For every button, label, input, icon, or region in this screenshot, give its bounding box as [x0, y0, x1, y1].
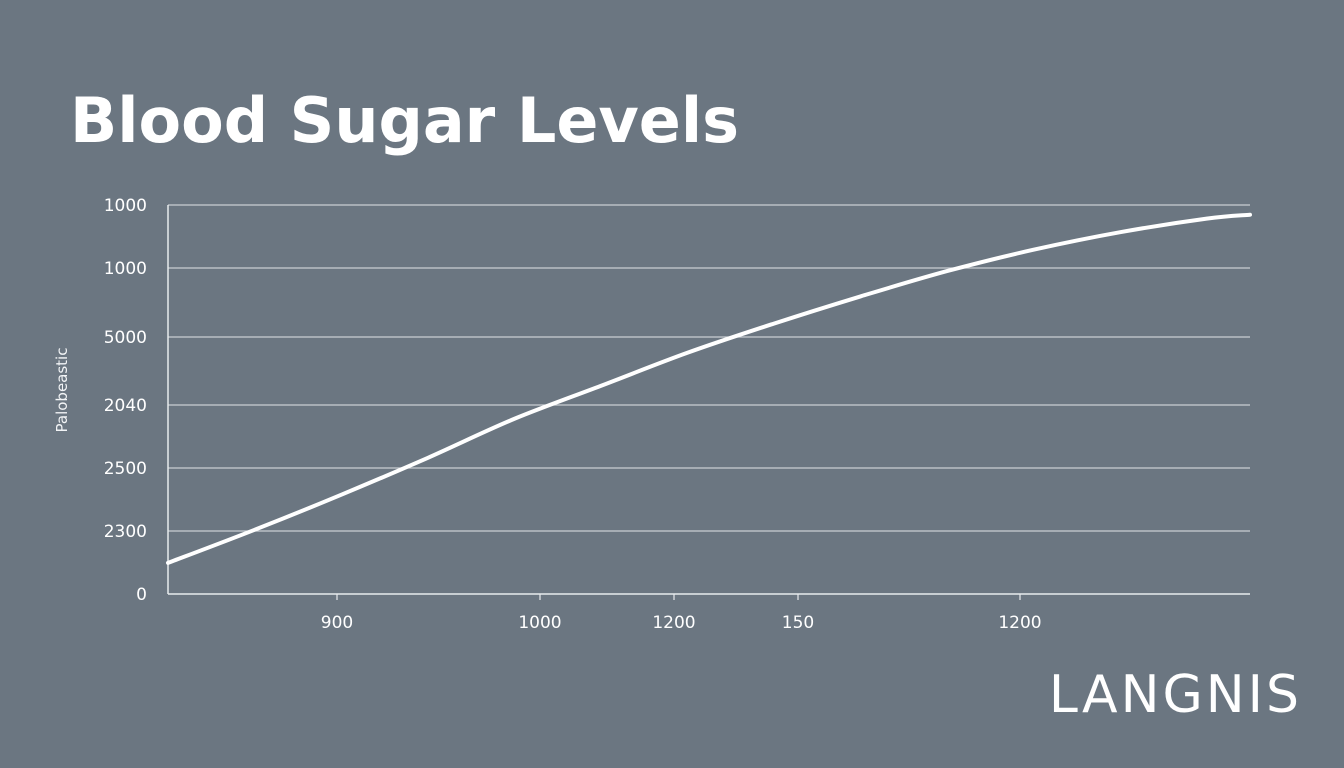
axes — [167, 205, 1250, 595]
x-tick-label: 1000 — [518, 613, 561, 633]
y-tick-label: 0 — [136, 585, 147, 605]
y-tick-label: 2040 — [104, 396, 147, 416]
series-line — [166, 212, 1252, 565]
brand-logo-text: LANGNIS — [1048, 665, 1302, 725]
x-tick-labels: 900 1000 1200 150 1200 — [321, 594, 1042, 633]
chart-title: Blood Sugar Levels — [70, 84, 740, 157]
x-tick-label: 1200 — [652, 613, 695, 633]
y-tick-label: 2300 — [104, 522, 147, 542]
y-tick-label: 1000 — [104, 196, 147, 216]
gridlines — [168, 204, 1250, 532]
x-tick-label: 1200 — [998, 613, 1041, 633]
y-tick-labels: 1000 1000 5000 2040 2500 2300 0 — [104, 196, 147, 605]
y-tick-label: 5000 — [104, 328, 147, 348]
y-tick-label: 1000 — [104, 259, 147, 279]
x-tick-label: 150 — [782, 613, 814, 633]
x-tick-label: 900 — [321, 613, 353, 633]
y-tick-label: 2500 — [104, 459, 147, 479]
